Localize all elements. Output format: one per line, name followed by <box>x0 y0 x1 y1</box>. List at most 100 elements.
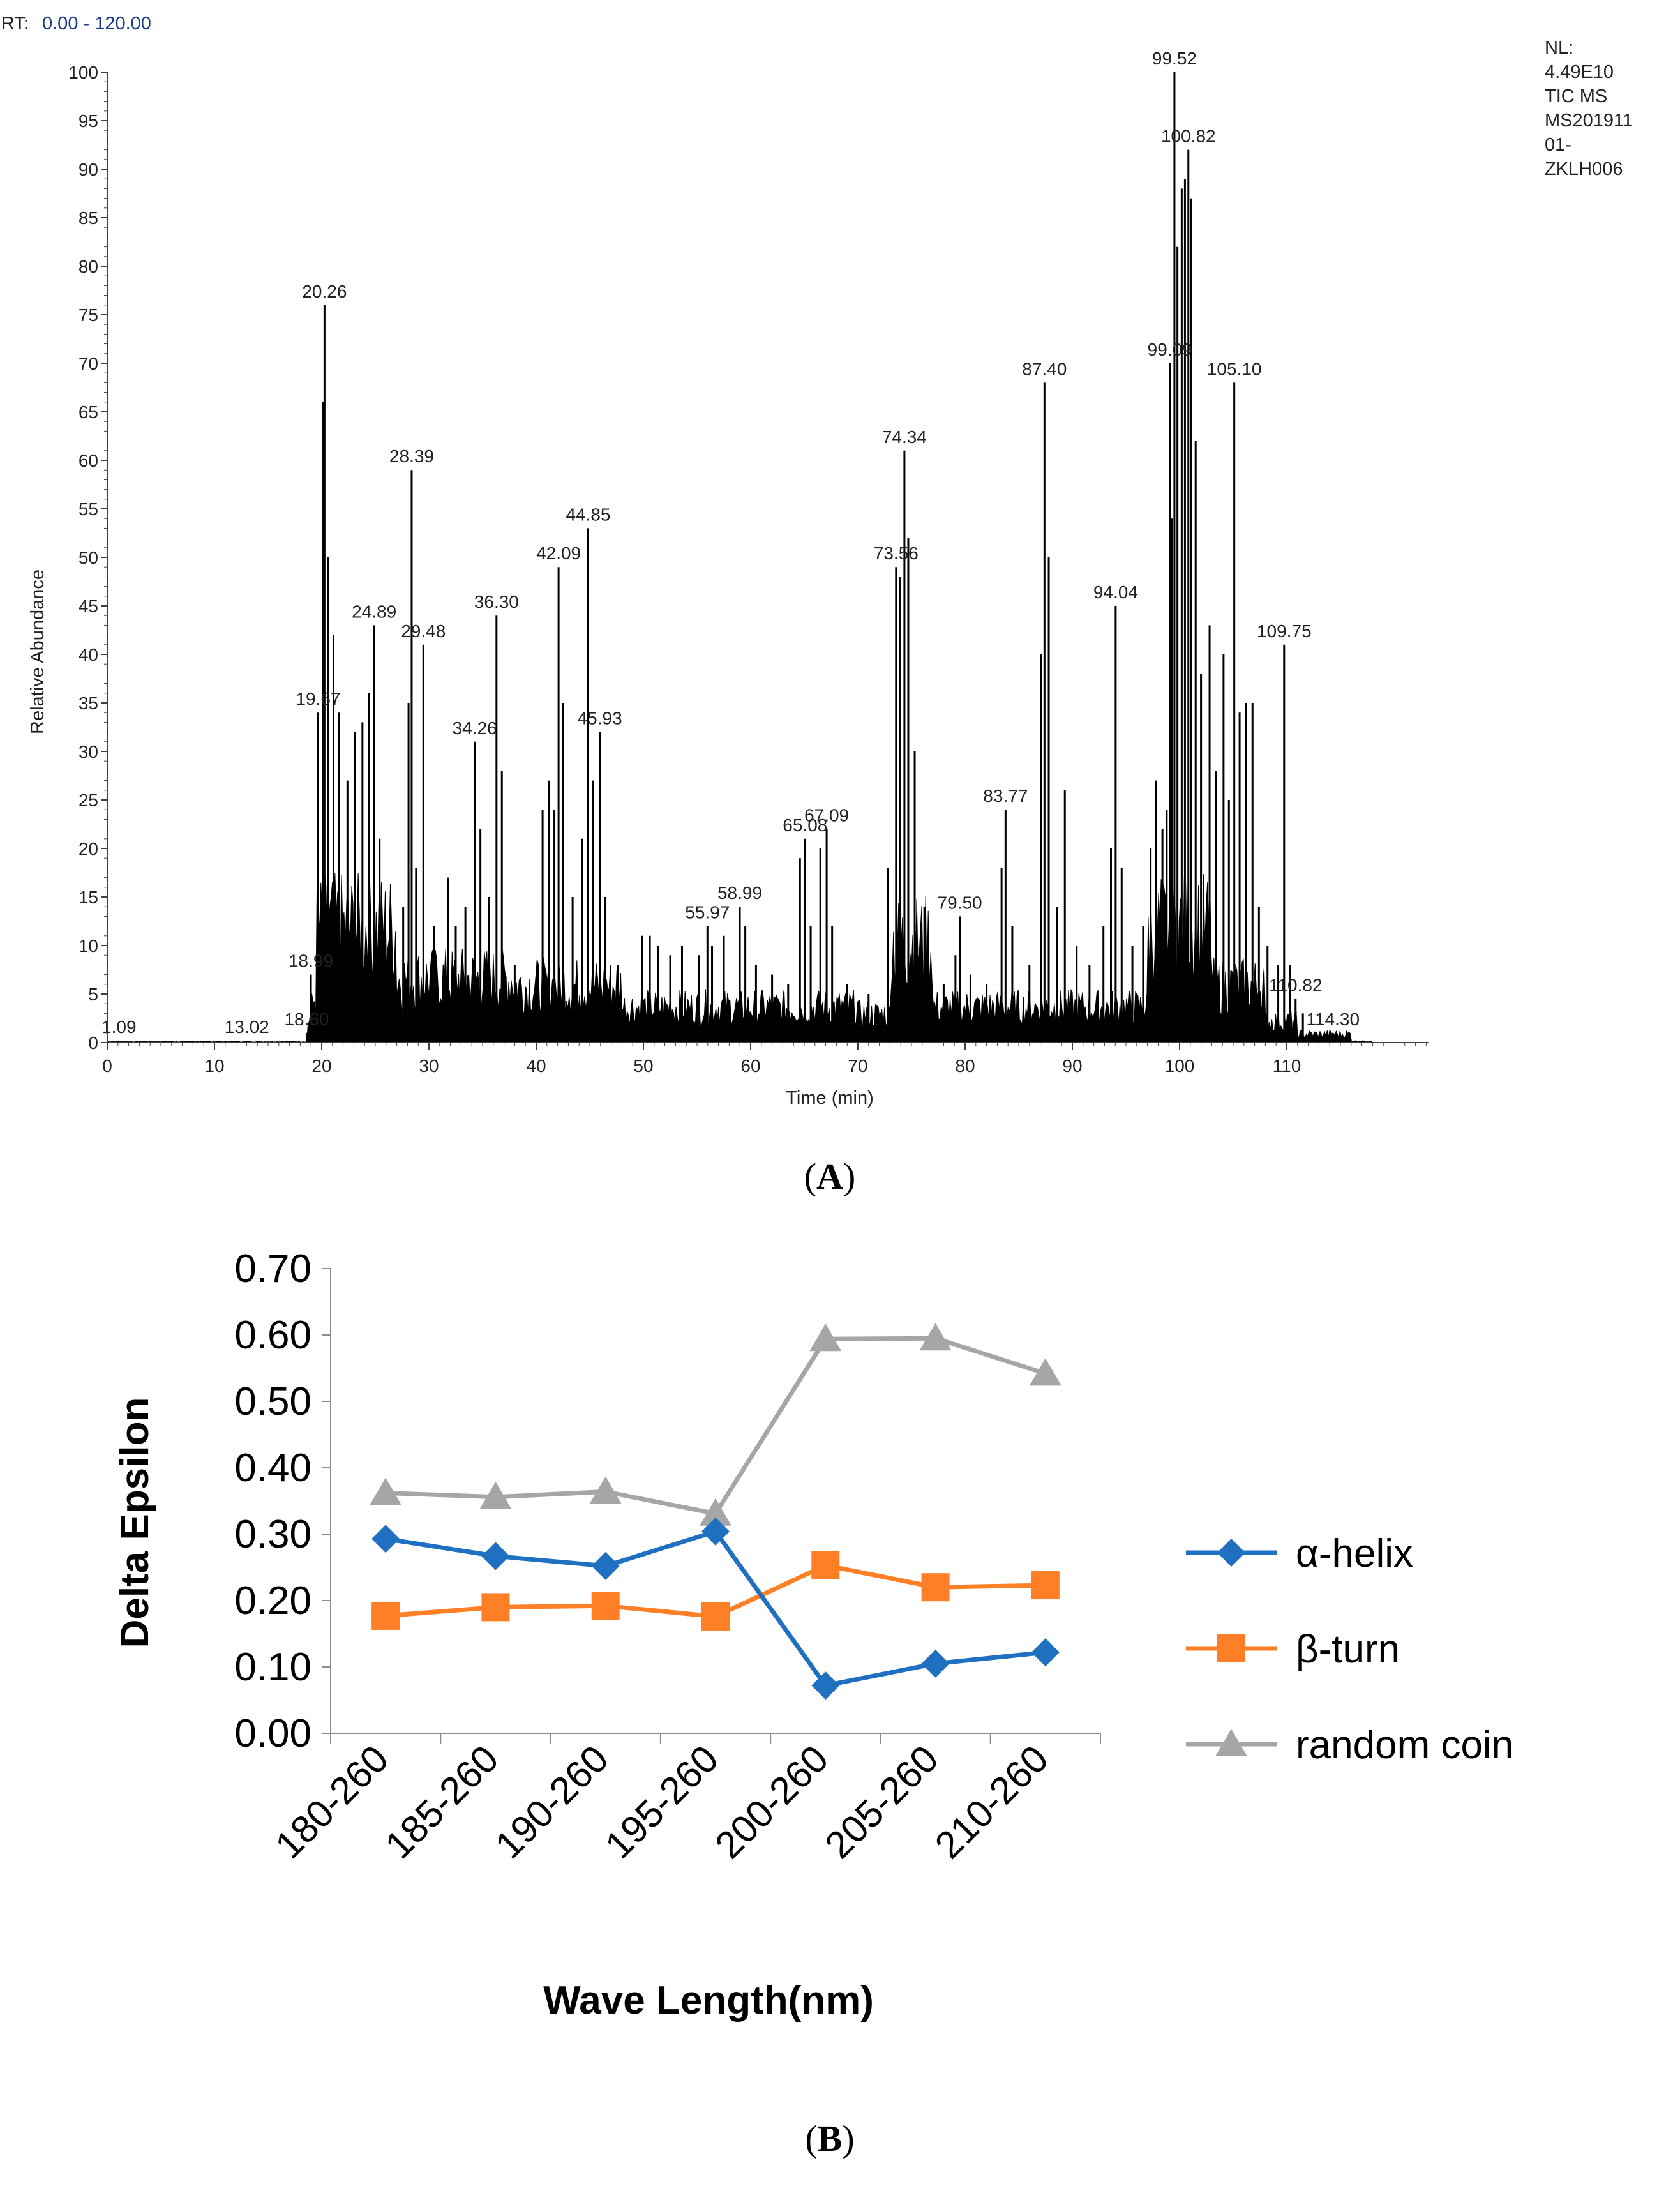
y-tick-label: 0.40 <box>234 1446 311 1490</box>
y-tick-label: 0.00 <box>234 1712 311 1756</box>
y-axis-label: Relative Abundance <box>27 569 48 734</box>
y-tick-label: 70 <box>79 354 98 373</box>
nl-line: TIC MS <box>1545 86 1607 107</box>
caption-paren: ( <box>804 1156 816 1197</box>
peak-label: 19.67 <box>296 689 340 709</box>
data-point <box>1031 1571 1060 1600</box>
data-point <box>921 1573 950 1602</box>
peak-label: 100.82 <box>1161 126 1216 146</box>
rt-label: RT: <box>1 13 29 34</box>
x-axis-title: Wave Length(nm) <box>543 1979 874 2023</box>
y-tick-label: 75 <box>79 305 98 325</box>
legend-label: β-turn <box>1296 1627 1400 1671</box>
chromatogram-trace <box>107 72 1374 1043</box>
chromatogram-axes: 0 5 10 15 20 25 30 35 40 45 50 55 60 65 70 75 80 85 90 95 10… <box>68 63 1429 1076</box>
x-tick-label: 195-260 <box>597 1737 726 1867</box>
data-point <box>589 1476 622 1504</box>
chart-axes: 0.000.100.200.300.400.500.600.70180-2601… <box>234 1247 1101 1867</box>
x-tick-label: 10 <box>204 1056 224 1076</box>
data-point <box>371 1601 400 1630</box>
data-point <box>591 1592 620 1620</box>
y-tick-label: 10 <box>79 936 98 956</box>
peak-label: 1.09 <box>101 1017 137 1037</box>
y-tick-label: 0.50 <box>234 1380 311 1424</box>
y-tick-label: 30 <box>79 742 98 762</box>
y-tick-label: 85 <box>79 208 98 228</box>
peak-label: 55.97 <box>685 903 730 923</box>
peak-label: 29.48 <box>401 621 446 641</box>
data-point <box>811 1671 840 1700</box>
data-point <box>591 1551 620 1580</box>
nl-annotation: NL: 4.49E10 TIC MS MS201911 01- ZKLH006 <box>1545 38 1633 179</box>
data-point <box>479 1481 512 1509</box>
peak-label: 87.40 <box>1022 359 1067 379</box>
peak-label: 42.09 <box>536 543 581 563</box>
peak-label: 36.30 <box>474 592 519 612</box>
y-tick-label: 95 <box>79 111 98 131</box>
peak-label: 99.52 <box>1152 49 1197 68</box>
peak-label: 28.39 <box>389 446 434 466</box>
x-tick-label: 40 <box>526 1056 546 1076</box>
caption-paren: ) <box>842 2118 854 2159</box>
y-tick-label: 0.20 <box>234 1579 311 1623</box>
legend-label: random coin <box>1296 1723 1513 1767</box>
data-point <box>700 1498 731 1526</box>
x-tick-label: 185-260 <box>377 1737 507 1867</box>
x-tick-label: 190-260 <box>487 1737 617 1867</box>
series-line <box>385 1336 1046 1516</box>
x-tick-label: 70 <box>848 1056 867 1076</box>
nl-line: MS201911 <box>1545 110 1633 131</box>
caption-letter: A <box>816 1156 843 1197</box>
peak-label: 65.08 <box>783 815 827 835</box>
y-axis-title: Delta Epsilon <box>113 1398 157 1648</box>
y-tick-label: 65 <box>79 402 98 422</box>
x-tick-label: 80 <box>955 1056 975 1076</box>
x-axis-label: Time (min) <box>786 1088 873 1108</box>
x-tick-label: 200-260 <box>707 1737 836 1867</box>
data-point <box>1031 1638 1060 1667</box>
peak-label: 73.56 <box>874 543 919 563</box>
data-point <box>809 1323 842 1352</box>
x-tick-label: 100 <box>1165 1056 1195 1076</box>
peak-label: 110.82 <box>1269 976 1323 995</box>
caption-a: (A) <box>804 1156 856 1197</box>
peak-label: 58.99 <box>717 883 762 903</box>
svg-text:(A): (A) <box>804 1156 856 1197</box>
peak-label: 79.50 <box>938 893 982 912</box>
x-tick-label: 0 <box>102 1056 112 1076</box>
y-tick-label: 40 <box>79 645 98 665</box>
peak-label: 94.04 <box>1093 582 1138 602</box>
y-tick-label: 80 <box>79 257 98 276</box>
y-tick-label: 0.60 <box>234 1313 311 1357</box>
peak-label: 45.93 <box>578 709 622 728</box>
peak-label: 83.77 <box>983 786 1028 806</box>
data-point <box>370 1477 402 1505</box>
peak-label: 20.26 <box>302 282 347 301</box>
delta-epsilon-chart: 0.000.100.200.300.400.500.600.70180-2601… <box>113 1247 1513 2023</box>
nl-line: NL: <box>1545 38 1573 58</box>
legend-marker <box>1217 1539 1245 1567</box>
caption-b: (B) <box>805 2118 854 2159</box>
nl-line: 01- <box>1545 135 1571 155</box>
x-tick-label: 60 <box>740 1056 760 1076</box>
x-tick-label: 90 <box>1062 1056 1082 1076</box>
y-tick-label: 0.70 <box>234 1247 311 1291</box>
y-tick-label: 0.10 <box>234 1645 311 1689</box>
peak-label: 44.85 <box>566 504 610 524</box>
nl-line: 4.49E10 <box>1545 62 1614 82</box>
peak-labels: 1.09 13.02 18.60 18.99 19.67 20.26 24.89 28.39 2… <box>101 49 1360 1037</box>
y-tick-label: 0.30 <box>234 1512 311 1557</box>
y-tick-label: 5 <box>88 984 98 1004</box>
peak-label: 99.09 <box>1148 340 1192 359</box>
data-point <box>371 1525 400 1553</box>
data-point <box>1029 1358 1061 1386</box>
caption-paren: ( <box>805 2118 817 2159</box>
x-tick-label: 20 <box>311 1056 331 1076</box>
peak-label: 74.34 <box>882 427 927 447</box>
y-tick-label: 35 <box>79 693 98 713</box>
legend-label: α-helix <box>1296 1532 1413 1576</box>
peak-label: 18.99 <box>289 951 333 971</box>
chromatogram-panel: 0 5 10 15 20 25 30 35 40 45 50 55 60 65 70 75 80 85 90 95 10… <box>27 49 1429 1108</box>
nl-line: ZKLH006 <box>1545 159 1623 179</box>
